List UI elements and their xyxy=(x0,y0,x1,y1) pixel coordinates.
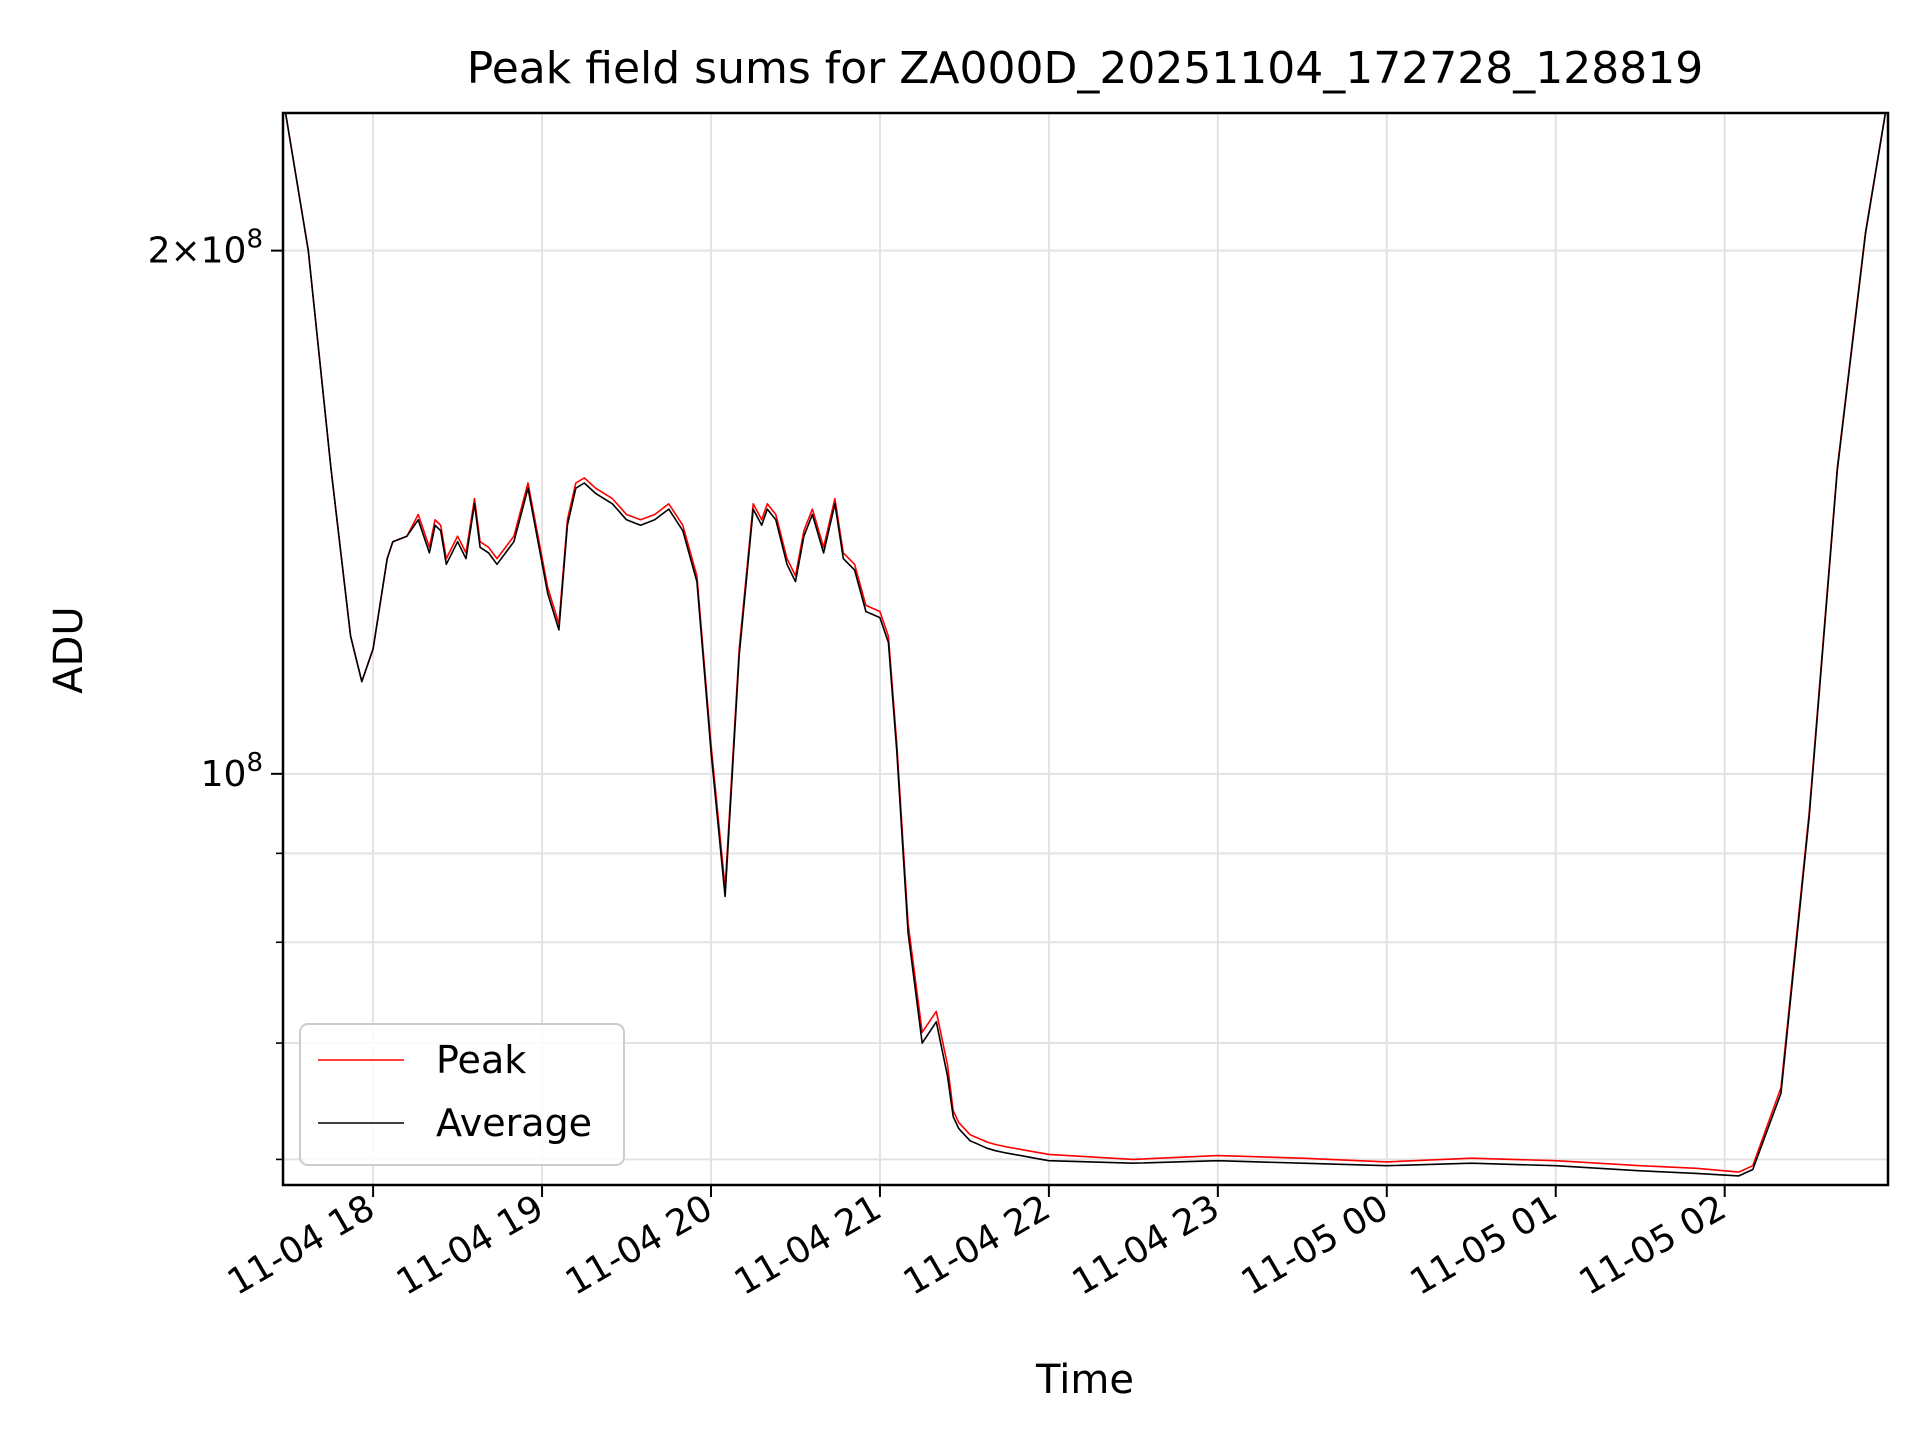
y-tick-label: 108 xyxy=(201,748,263,795)
x-axis-label: Time xyxy=(1035,1357,1134,1403)
chart-title: Peak field sums for ZA000D_20251104_1727… xyxy=(467,43,1703,94)
legend: Peak Average xyxy=(299,1023,625,1166)
y-axis-label: ADU xyxy=(46,606,92,693)
legend-label-peak: Peak xyxy=(436,1038,526,1082)
series-line-average xyxy=(284,113,1887,1177)
plot-frame xyxy=(281,111,1890,1187)
legend-label-average: Average xyxy=(436,1101,592,1145)
y-tick-label: 2×108 xyxy=(148,225,263,272)
series-line-peak xyxy=(284,113,1887,1173)
series-layer xyxy=(284,113,1887,1177)
